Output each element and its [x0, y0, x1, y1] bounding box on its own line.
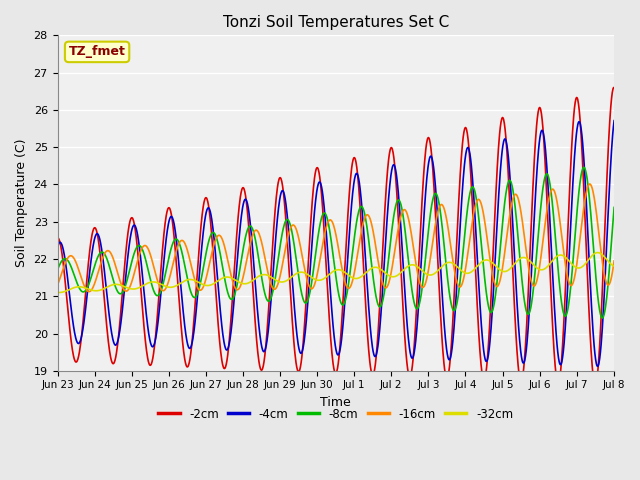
Line: -4cm: -4cm — [20, 120, 614, 366]
-32cm — [594, 250, 602, 255]
Y-axis label: Soil Temperature (C): Soil Temperature (C) — [15, 139, 28, 267]
-8cm — [17, 271, 24, 276]
-32cm — [380, 268, 387, 274]
-4cm — [198, 240, 206, 246]
-8cm — [598, 315, 606, 321]
Text: TZ_fmet: TZ_fmet — [68, 46, 125, 59]
-2cm — [252, 319, 259, 324]
-8cm — [221, 276, 228, 282]
-32cm — [198, 281, 206, 287]
-4cm — [611, 118, 618, 123]
-4cm — [380, 279, 387, 285]
Line: -32cm: -32cm — [20, 252, 614, 294]
-2cm — [513, 353, 521, 359]
-16cm — [380, 282, 387, 288]
-2cm — [591, 382, 599, 388]
-32cm — [18, 291, 26, 297]
-32cm — [54, 289, 61, 295]
-16cm — [514, 194, 522, 200]
-4cm — [252, 279, 259, 285]
-2cm — [380, 239, 387, 244]
-16cm — [198, 286, 206, 291]
-8cm — [513, 227, 521, 232]
-4cm — [53, 245, 61, 251]
-2cm — [610, 84, 618, 90]
-2cm — [221, 366, 228, 372]
-2cm — [611, 85, 618, 91]
Line: -16cm: -16cm — [20, 184, 614, 292]
-4cm — [513, 305, 521, 311]
-2cm — [53, 235, 61, 241]
Title: Tonzi Soil Temperatures Set C: Tonzi Soil Temperatures Set C — [223, 15, 449, 30]
-16cm — [54, 282, 61, 288]
-8cm — [380, 296, 387, 302]
-4cm — [221, 343, 228, 348]
-4cm — [17, 252, 24, 258]
-32cm — [611, 263, 618, 269]
-16cm — [252, 228, 259, 233]
-32cm — [221, 275, 229, 280]
-8cm — [198, 271, 206, 277]
-8cm — [611, 204, 618, 210]
-16cm — [221, 246, 229, 252]
-32cm — [514, 258, 522, 264]
-8cm — [53, 268, 61, 274]
Legend: -2cm, -4cm, -8cm, -16cm, -32cm: -2cm, -4cm, -8cm, -16cm, -32cm — [154, 403, 518, 425]
-2cm — [17, 245, 24, 251]
-2cm — [198, 212, 206, 218]
-16cm — [611, 258, 618, 264]
-32cm — [252, 276, 259, 281]
-4cm — [593, 363, 601, 369]
-16cm — [586, 181, 593, 187]
-16cm — [17, 284, 24, 289]
X-axis label: Time: Time — [320, 396, 351, 409]
-16cm — [48, 289, 56, 295]
-32cm — [17, 291, 24, 297]
Line: -8cm: -8cm — [20, 168, 614, 318]
-8cm — [580, 165, 588, 170]
Line: -2cm: -2cm — [20, 87, 614, 385]
-8cm — [252, 236, 259, 241]
